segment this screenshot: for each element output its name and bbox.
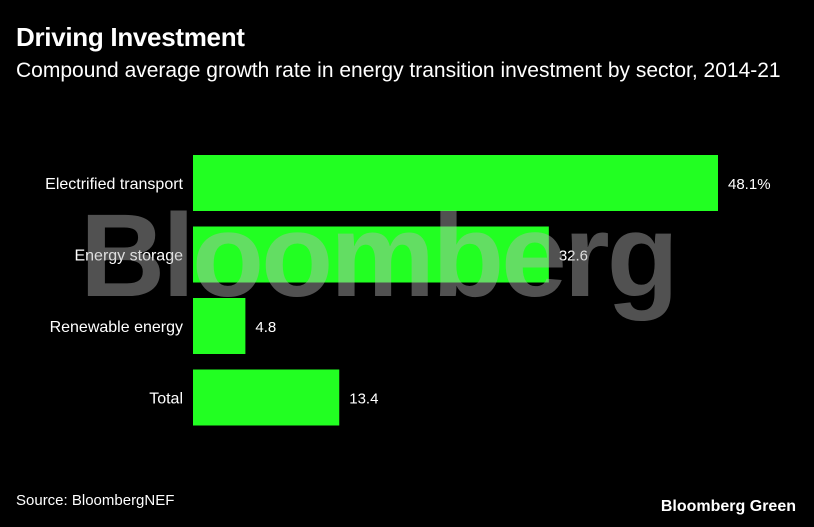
brand-logo: Bloomberg Green bbox=[660, 498, 796, 515]
bar-1 bbox=[193, 226, 549, 283]
chart-title: Driving Investment bbox=[16, 22, 245, 52]
bar-2 bbox=[193, 298, 246, 354]
bar-0 bbox=[193, 155, 718, 211]
chart-subtitle: Compound average growth rate in energy t… bbox=[16, 59, 781, 82]
category-label-1: Energy storage bbox=[74, 248, 183, 265]
category-label-2: Renewable energy bbox=[50, 319, 183, 336]
value-label-2: 4.8 bbox=[255, 319, 276, 336]
category-label-0: Electrified transport bbox=[45, 176, 183, 193]
value-label-0: 48.1% bbox=[728, 176, 771, 193]
category-label-3: Total bbox=[149, 391, 183, 408]
value-label-1: 32.6 bbox=[559, 248, 588, 265]
value-label-3: 13.4 bbox=[349, 391, 378, 408]
source-note: Source: BloombergNEF bbox=[16, 492, 175, 509]
bar-3 bbox=[193, 369, 340, 426]
